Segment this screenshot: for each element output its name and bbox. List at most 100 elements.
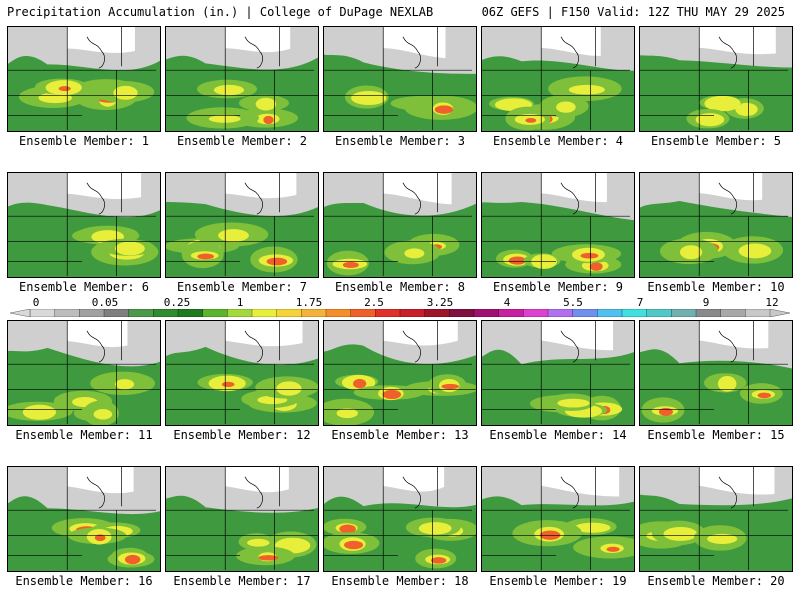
precip-map-svg [8, 321, 160, 425]
legend-tick-label: 3.25 [426, 296, 454, 309]
precip-heavy-area [580, 252, 599, 259]
legend-color-swatch [153, 309, 179, 317]
lake-outline [86, 36, 105, 69]
ensemble-member-label: Ensemble Member: 7 [176, 280, 308, 294]
legend-color-swatch [325, 309, 352, 317]
legend-color-swatch [695, 309, 722, 317]
legend-color-swatch [128, 309, 154, 317]
precip-heavy-area [434, 105, 454, 114]
lake-outline [244, 182, 263, 215]
legend-tick-label: 0.05 [91, 296, 119, 309]
ensemble-member-label: Ensemble Member: 4 [492, 134, 624, 148]
legend-color-swatch [745, 309, 771, 317]
precip-high-area [568, 84, 605, 95]
legend-color-swatch [498, 309, 524, 317]
legend-color-swatch [671, 309, 697, 317]
precip-heavy-area [263, 115, 274, 125]
precip-high-area [556, 101, 576, 113]
precip-none-region [383, 467, 445, 492]
lake-outline [86, 182, 105, 215]
ensemble-member-label: Ensemble Member: 13 [331, 428, 469, 442]
legend-colorbar [10, 309, 790, 317]
precip-heavy-area [508, 256, 527, 265]
precip-heavy-area [606, 546, 620, 552]
precip-none-region [383, 173, 452, 205]
lake-outline [244, 330, 263, 363]
precip-heavy-area [353, 378, 367, 389]
ensemble-member-label: Ensemble Member: 3 [334, 134, 466, 148]
legend-color-swatch [276, 309, 302, 317]
ensemble-member-label: Ensemble Member: 14 [489, 428, 627, 442]
precip-heavy-area [441, 383, 459, 390]
precip-high-area [213, 84, 245, 96]
ensemble-member-map [481, 466, 635, 572]
precip-heavy-area [58, 86, 71, 92]
precip-heavy-area [258, 555, 279, 561]
precip-heavy-area [266, 257, 288, 266]
lake-outline [402, 182, 421, 215]
ensemble-member-map [481, 26, 635, 132]
legend-arrow-left [10, 309, 31, 317]
precip-map-svg [166, 467, 318, 571]
precip-heavy-area [124, 554, 141, 565]
legend-color-swatch [646, 309, 672, 317]
precip-high-area [574, 522, 611, 533]
precip-none-region [699, 27, 776, 55]
legend-color-swatch [597, 309, 623, 317]
lake-outline [86, 476, 105, 509]
legend-color-swatch [523, 309, 549, 317]
precip-heavy-area [94, 534, 106, 542]
precip-map-svg [166, 173, 318, 277]
ensemble-member-label: Ensemble Member: 6 [18, 280, 150, 294]
legend-tick-label: 0 [32, 296, 40, 309]
precip-none-region [541, 467, 620, 497]
precip-heavy-area [382, 389, 402, 400]
ensemble-member-map [639, 320, 793, 426]
precip-heavy-area [221, 381, 235, 387]
ensemble-member-map [7, 466, 161, 572]
legend-tick-label: 5.5 [563, 296, 583, 309]
ensemble-member-label: Ensemble Member: 9 [492, 280, 624, 294]
lake-outline [718, 330, 737, 363]
precip-none-region [541, 321, 614, 351]
precip-map-svg [8, 27, 160, 131]
lake-outline [402, 330, 421, 363]
precip-high-area [404, 248, 425, 259]
ensemble-member-label: Ensemble Member: 15 [647, 428, 785, 442]
legend-color-swatch [202, 309, 228, 317]
precip-none-region [699, 467, 775, 495]
legend-color-swatch [424, 309, 450, 317]
precip-high-area [707, 533, 738, 544]
precip-map-svg [482, 467, 634, 571]
legend-color-swatch [54, 309, 80, 317]
precip-high-area [418, 522, 452, 535]
legend-color-swatch [572, 309, 598, 317]
legend-color-swatch [251, 309, 278, 317]
ensemble-member-label: Ensemble Member: 11 [15, 428, 153, 442]
lake-outline [244, 476, 263, 509]
precip-none-region [225, 173, 297, 199]
ensemble-member-map [323, 26, 477, 132]
precip-high-area [679, 245, 703, 260]
ensemble-member-map [323, 320, 477, 426]
legend-color-swatch [399, 309, 426, 317]
ensemble-member-label: Ensemble Member: 2 [176, 134, 308, 148]
lake-outline [718, 182, 737, 215]
precip-none-region [67, 467, 134, 494]
lake-outline [560, 476, 579, 509]
precip-high-area [336, 408, 358, 419]
legend-color-swatch [227, 309, 253, 317]
ensemble-member-label: Ensemble Member: 19 [489, 574, 627, 588]
precip-high-area [115, 241, 145, 256]
precip-map-svg [640, 173, 792, 277]
precip-high-area [735, 102, 758, 116]
precip-none-region [225, 321, 303, 347]
legend-color-swatch [449, 309, 475, 317]
ensemble-member-map [481, 320, 635, 426]
lake-outline [718, 36, 737, 69]
header-title: Precipitation Accumulation (in.) | Colle… [7, 5, 434, 19]
ensemble-member-label: Ensemble Member: 16 [15, 574, 153, 588]
precip-map-svg [640, 321, 792, 425]
precip-map-svg [166, 27, 318, 131]
ensemble-member-label: Ensemble Member: 10 [647, 280, 785, 294]
